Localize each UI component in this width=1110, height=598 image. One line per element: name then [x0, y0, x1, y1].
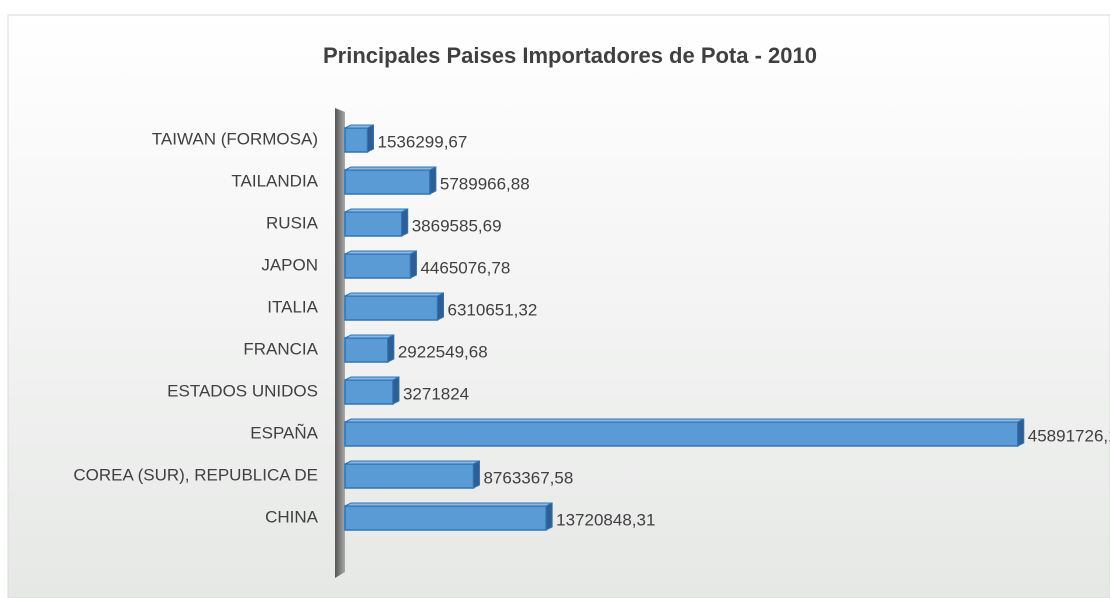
y-tick-label: CHINA: [265, 507, 319, 526]
bar: [344, 337, 389, 363]
chart-title: Principales Paises Importadores de Pota …: [323, 43, 817, 68]
bar: [344, 463, 475, 489]
bar-top: [344, 124, 374, 129]
y-tick-label: ESPAÑA: [250, 423, 318, 442]
data-label: 5789966,88: [440, 174, 530, 193]
y-tick-label: ITALIA: [267, 297, 318, 316]
data-label: 8763367,58: [483, 468, 573, 487]
bar-top: [344, 376, 400, 381]
bar-side: [409, 250, 417, 279]
bar-side: [429, 166, 437, 195]
data-label: 3869585,69: [412, 216, 502, 235]
bar-top: [344, 460, 480, 465]
bar-top: [344, 418, 1024, 423]
bar: [344, 253, 412, 279]
bar: [344, 379, 394, 405]
data-label: 13720848,31: [556, 510, 655, 529]
bar-side: [545, 502, 553, 531]
bar: [344, 505, 547, 531]
bar-side: [472, 460, 480, 489]
data-label: 45891726,11: [1028, 426, 1110, 445]
y-tick-label: JAPON: [261, 255, 318, 274]
bar-side: [367, 124, 375, 153]
data-label: 3271824: [403, 384, 469, 403]
y-tick-label: TAILANDIA: [231, 171, 318, 190]
bar-side: [392, 376, 400, 405]
bar-top: [344, 502, 553, 507]
bar-top: [344, 292, 444, 297]
y-tick-label: COREA (SUR), REPUBLICA DE: [73, 465, 318, 484]
bar-top: [344, 334, 395, 339]
bar: [344, 295, 439, 321]
bar-top: [344, 208, 408, 213]
bar: [344, 169, 431, 195]
bar-top: [344, 166, 437, 171]
y-tick-label: TAIWAN (FORMOSA): [152, 129, 318, 148]
bar: [344, 211, 403, 237]
data-label: 6310651,32: [448, 300, 538, 319]
bar-side: [401, 208, 409, 237]
bar: [344, 127, 369, 153]
y-tick-label: ESTADOS UNIDOS: [167, 381, 318, 400]
y-tick-label: RUSIA: [266, 213, 319, 232]
data-label: 1536299,67: [378, 132, 468, 151]
data-label: 4465076,78: [420, 258, 510, 277]
chart-background: [7, 14, 1110, 598]
bar-side: [387, 334, 395, 363]
y-tick-label: FRANCIA: [243, 339, 318, 358]
axis-wall: [335, 108, 345, 578]
data-label: 2922549,68: [398, 342, 488, 361]
bar: [344, 421, 1019, 447]
bar-top: [344, 250, 417, 255]
bar-side: [1017, 418, 1025, 447]
bar-side: [437, 292, 445, 321]
